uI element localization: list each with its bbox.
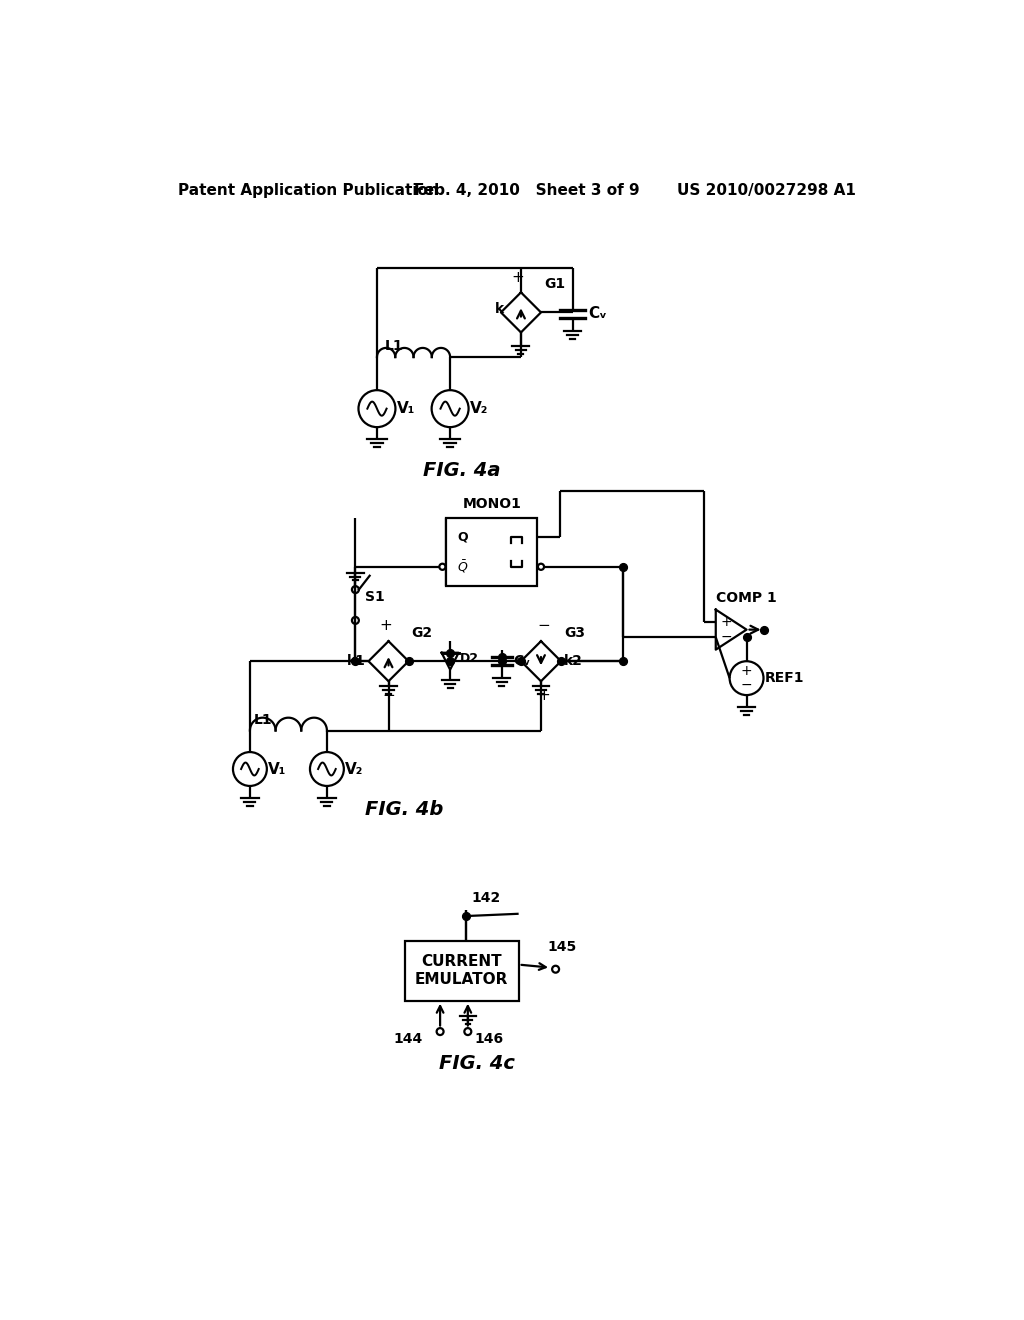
Text: Feb. 4, 2010   Sheet 3 of 9: Feb. 4, 2010 Sheet 3 of 9 [414, 183, 640, 198]
Text: G3: G3 [564, 626, 585, 640]
Text: FIG. 4b: FIG. 4b [365, 800, 443, 818]
Text: k1: k1 [346, 655, 366, 668]
Text: −: − [382, 688, 395, 704]
Text: +: + [379, 619, 392, 634]
Text: k2: k2 [564, 655, 583, 668]
Text: 145: 145 [548, 940, 578, 954]
Text: Cᵥ: Cᵥ [588, 306, 606, 322]
Text: REF1: REF1 [765, 671, 805, 685]
Text: CURRENT: CURRENT [421, 954, 502, 969]
FancyBboxPatch shape [446, 517, 538, 586]
Text: COMP 1: COMP 1 [716, 591, 776, 605]
Text: +: + [720, 615, 732, 630]
Text: FIG. 4c: FIG. 4c [439, 1053, 515, 1073]
Text: G2: G2 [412, 626, 433, 640]
Text: V₂: V₂ [345, 762, 364, 776]
Text: L1: L1 [385, 339, 403, 354]
Text: G1: G1 [544, 277, 565, 290]
Text: −: − [720, 630, 732, 644]
Text: V₁: V₁ [397, 401, 416, 416]
Text: S1: S1 [365, 590, 384, 605]
Text: +: + [512, 269, 524, 285]
Text: Q: Q [457, 531, 468, 544]
Text: k: k [495, 302, 504, 317]
Text: −: − [740, 678, 753, 692]
Text: L1: L1 [254, 714, 272, 727]
Text: 146: 146 [474, 1031, 503, 1045]
Text: +: + [538, 688, 551, 704]
Text: 142: 142 [472, 891, 501, 906]
Text: V₁: V₁ [268, 762, 287, 776]
Text: Patent Application Publication: Patent Application Publication [178, 183, 439, 198]
Text: 144: 144 [394, 1031, 423, 1045]
Text: V₂: V₂ [470, 401, 488, 416]
Text: EMULATOR: EMULATOR [415, 973, 508, 987]
Text: −: − [513, 339, 525, 354]
Text: −: − [538, 619, 551, 634]
FancyBboxPatch shape [404, 941, 518, 1001]
Text: Cᵥ: Cᵥ [513, 655, 530, 668]
Text: +: + [740, 664, 753, 678]
Text: D2: D2 [460, 652, 479, 665]
Text: US 2010/0027298 A1: US 2010/0027298 A1 [677, 183, 856, 198]
Text: MONO1: MONO1 [462, 498, 521, 511]
Text: FIG. 4a: FIG. 4a [423, 461, 501, 479]
Text: $\bar{Q}$: $\bar{Q}$ [457, 558, 468, 576]
